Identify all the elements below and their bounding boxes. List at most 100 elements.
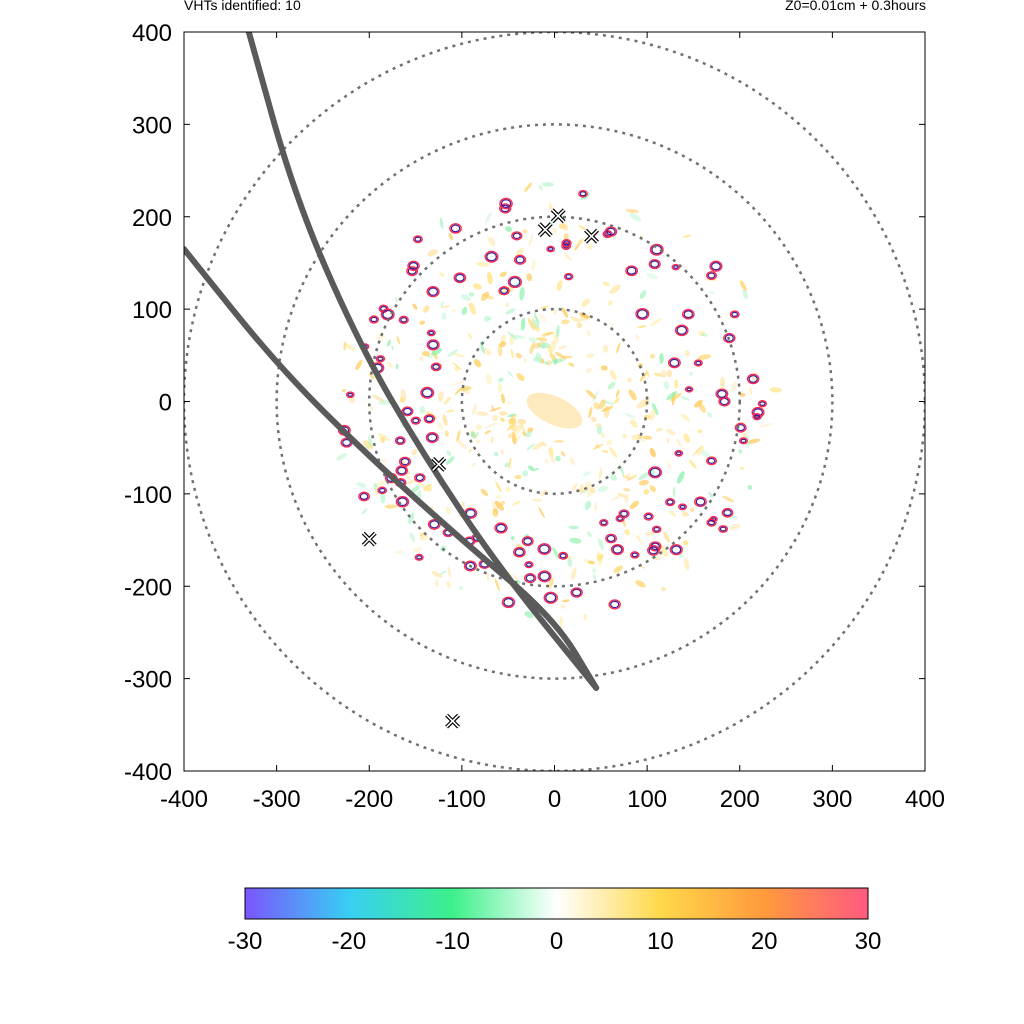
vht-contour-inner (400, 317, 408, 323)
field-speckle (531, 259, 536, 271)
field-speckle (427, 249, 438, 257)
field-speckle (442, 414, 448, 427)
field-speckle (551, 358, 564, 363)
field-speckle (644, 531, 656, 536)
field-speckle (444, 430, 449, 437)
vht-contour-outer (406, 266, 419, 277)
field-speckle (688, 459, 697, 469)
field-speckle (571, 483, 578, 491)
field-speckle (426, 486, 432, 492)
field-speckle (542, 443, 548, 447)
vht-contour-inner (606, 227, 616, 236)
field-speckle (677, 471, 685, 484)
vht-contour-outer (729, 310, 740, 319)
vht-contour-inner (428, 330, 435, 335)
field-speckle (372, 394, 385, 403)
vht-contour-inner (396, 437, 405, 444)
field-speckle (356, 482, 367, 488)
field-speckle (661, 586, 666, 592)
field-speckle (369, 405, 374, 411)
vht-marker (550, 208, 566, 224)
field-speckle (591, 568, 597, 573)
vht-contour-inner (669, 358, 680, 367)
vht-contour-outer (684, 386, 694, 393)
vht-marker (431, 456, 447, 472)
field-speckle (447, 565, 452, 579)
vht-contour-outer (605, 533, 617, 544)
field-speckle (570, 567, 577, 580)
field-speckle (563, 233, 569, 241)
vht-contour-inner (717, 389, 727, 398)
field-speckle (492, 414, 499, 421)
vht-contour-outer (499, 197, 513, 210)
field-speckle (511, 431, 517, 445)
vht-contour-outer (543, 591, 558, 604)
vht-contour-outer (649, 243, 664, 256)
vht-contour-inner (651, 245, 663, 255)
field-speckle (476, 411, 489, 416)
field-speckle (507, 432, 513, 439)
field-speckle (684, 558, 690, 571)
field-speckle (597, 554, 604, 561)
vht-contour-inner (432, 363, 440, 370)
field-speckle (552, 331, 559, 342)
field-speckle (374, 485, 380, 496)
field-speckle (555, 324, 560, 339)
field-speckle (592, 573, 597, 580)
field-speckle (637, 325, 647, 329)
x-tick-label: 100 (627, 786, 667, 813)
vht-contour-inner (740, 438, 747, 443)
vht-contour-inner (683, 310, 694, 319)
field-speckle (511, 424, 524, 432)
field-speckle (470, 431, 475, 438)
field-speckle (436, 422, 444, 430)
field-speckle (528, 337, 537, 343)
storm-tracks (184, 32, 600, 691)
vht-contour-inner (465, 561, 476, 571)
field-speckle (480, 488, 488, 496)
field-speckle (528, 465, 535, 472)
vht-contour-outer (746, 373, 760, 385)
vht-contour-inner (425, 415, 434, 423)
vht-contour-inner (397, 466, 407, 475)
field-speckle (461, 501, 465, 507)
field-speckle (586, 353, 594, 359)
vht-contour-outer (718, 525, 729, 533)
field-speckle (649, 485, 656, 493)
vht-contour-inner (486, 252, 497, 262)
vht-contour-outer (625, 265, 639, 277)
field-speckle (562, 599, 570, 603)
field-speckle (499, 411, 507, 416)
x-tick-label: -400 (160, 786, 208, 813)
field-speckle (456, 429, 461, 443)
field-speckle (342, 389, 346, 393)
field-speckle (522, 229, 528, 234)
field-speckle (747, 438, 761, 444)
field-speckle (381, 458, 387, 464)
vht-contour-outer (643, 512, 654, 521)
vht-contour-outer (449, 223, 462, 234)
field-speckle (524, 182, 532, 193)
vht-contour-inner (675, 451, 682, 456)
field-speckle (468, 448, 472, 453)
field-speckle (697, 354, 712, 360)
vht-contour-outer (521, 536, 534, 547)
field-speckle (617, 492, 628, 499)
vht-contour-outer (682, 308, 695, 320)
field-speckle (480, 341, 485, 354)
vht-contour-inner (759, 401, 766, 407)
field-speckle (426, 355, 434, 359)
field-speckle (553, 440, 565, 443)
vht-contour-outer (570, 587, 583, 598)
field-speckle (556, 280, 563, 292)
vht-contour-outer (426, 329, 436, 337)
vht-contour-inner (748, 375, 758, 383)
field-speckle (720, 376, 725, 389)
field-speckle (607, 300, 613, 306)
field-speckle (507, 370, 513, 377)
vht-contour-inner (415, 474, 424, 482)
field-speckle (649, 447, 656, 458)
field-speckle (505, 226, 512, 232)
vht-contour-outer (734, 422, 747, 433)
field-speckle (585, 389, 596, 399)
